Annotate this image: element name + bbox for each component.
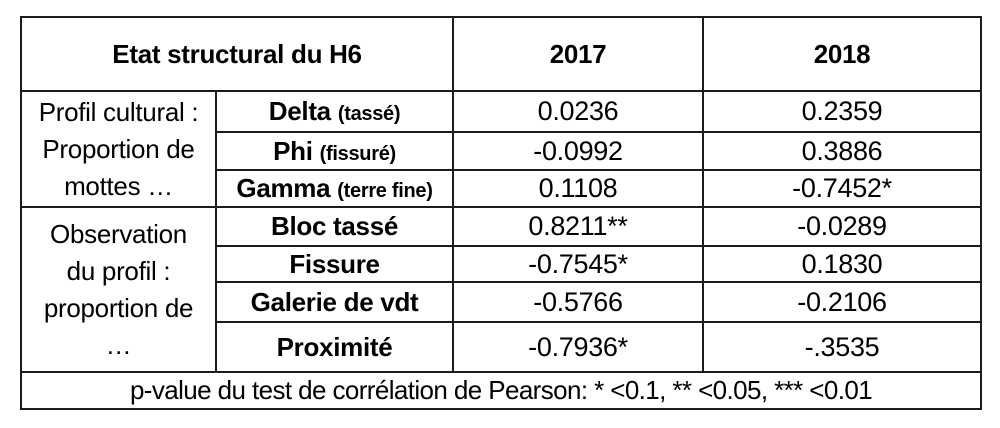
value-2018: -0.0289 bbox=[797, 211, 887, 241]
row-name: Galerie de vdt bbox=[250, 286, 419, 317]
table-title-cell: Etat structural du H6 bbox=[19, 16, 455, 92]
value-cell: 0.0236 bbox=[452, 90, 705, 133]
table-row-bloc-tasse: Observation du profil : proportion de … … bbox=[20, 206, 983, 373]
value-cell: 0.2359 bbox=[702, 90, 983, 133]
correlation-table: Etat structural du H6 2017 2018 Profil c… bbox=[19, 16, 983, 410]
value-cell: 0.8211** bbox=[452, 206, 705, 247]
row-name: Phi bbox=[273, 135, 313, 166]
group-label-line: Profil cultural : bbox=[38, 96, 199, 127]
row-label-cell-proximite: Proximité bbox=[214, 321, 455, 373]
value-2017: -0.7545* bbox=[528, 248, 628, 279]
value-cell: -0.2106 bbox=[702, 281, 983, 323]
row-label-cell-galerie-de-vdt: Galerie de vdt bbox=[214, 281, 455, 323]
value-2018: -.3535 bbox=[804, 331, 880, 362]
value-cell: -0.0289 bbox=[702, 206, 983, 247]
table-row-delta: Profil cultural : Proportion de mottes …… bbox=[20, 90, 983, 208]
value-2017: 0.8211** bbox=[528, 211, 628, 241]
group-label-line: proportion de bbox=[43, 292, 194, 323]
row-label-cell-phi: Phi (fissuré) bbox=[214, 131, 455, 171]
year-label-2017: 2017 bbox=[549, 38, 607, 69]
group-label-line: du profil : bbox=[66, 255, 171, 286]
row-label-cell-delta: Delta (tassé) bbox=[214, 90, 455, 133]
value-2017: -0.0992 bbox=[533, 135, 623, 166]
value-cell: -0.5766 bbox=[452, 281, 705, 323]
table-row-phi: Phi (fissuré) -0.0992 0.3886 bbox=[21, 131, 983, 171]
pvalue-footnote: p-value du test de corrélation de Pearso… bbox=[129, 375, 873, 405]
value-2018: 0.3886 bbox=[801, 135, 883, 166]
group-label-line: … bbox=[105, 329, 132, 360]
group-label-observation-profil: Observation du profil : proportion de … bbox=[20, 206, 217, 373]
footnote-cell: p-value du test de corrélation de Pearso… bbox=[19, 371, 983, 410]
value-2017: -0.7936* bbox=[528, 331, 628, 362]
value-2017: -0.5766 bbox=[533, 286, 623, 317]
value-2018: -0.7452* bbox=[792, 173, 892, 203]
group-label-profil-cultural: Profil cultural : Proportion de mottes … bbox=[20, 90, 217, 208]
value-2018: -0.2106 bbox=[797, 286, 887, 317]
row-name: Gamma bbox=[236, 173, 331, 203]
year-label-2018: 2018 bbox=[813, 38, 871, 69]
group-label-line: Observation bbox=[50, 218, 187, 249]
row-name: Bloc tassé bbox=[270, 211, 399, 241]
value-cell: 0.1830 bbox=[702, 245, 983, 283]
row-name: Delta bbox=[268, 96, 331, 126]
row-qualifier: (tassé) bbox=[337, 103, 401, 125]
table-row-gamma: Gamma (terre fine) 0.1108 -0.7452* bbox=[21, 169, 983, 208]
year-column-header-2018: 2018 bbox=[702, 16, 983, 92]
row-label-cell-gamma: Gamma (terre fine) bbox=[214, 169, 455, 208]
row-name: Fissure bbox=[289, 248, 380, 279]
group-label-line: mottes … bbox=[64, 170, 173, 201]
value-2018: 0.2359 bbox=[801, 96, 883, 126]
row-label-cell-fissure: Fissure bbox=[214, 245, 455, 283]
value-cell: -0.7545* bbox=[452, 245, 705, 283]
row-label-cell-bloc-tasse: Bloc tassé bbox=[214, 206, 455, 247]
value-cell: -0.7936* bbox=[452, 321, 705, 373]
table-footer-row: p-value du test de corrélation de Pearso… bbox=[19, 371, 983, 410]
value-2017: 0.1108 bbox=[538, 173, 618, 203]
value-cell: 0.3886 bbox=[702, 131, 983, 171]
table-row-galerie-de-vdt: Galerie de vdt -0.5766 -0.2106 bbox=[21, 281, 983, 323]
table-row-proximite: Proximité -0.7936* -.3535 bbox=[21, 321, 983, 373]
table-row-fissure: Fissure -0.7545* 0.1830 bbox=[21, 245, 983, 283]
value-cell: -.3535 bbox=[702, 321, 983, 373]
row-qualifier: (fissuré) bbox=[319, 142, 397, 165]
table-header-row: Etat structural du H6 2017 2018 bbox=[19, 16, 983, 92]
table-title: Etat structural du H6 bbox=[112, 38, 362, 69]
year-column-header-2017: 2017 bbox=[452, 16, 705, 92]
value-cell: -0.7452* bbox=[702, 169, 983, 208]
row-qualifier: (terre fine) bbox=[337, 180, 433, 202]
group-label-line: Proportion de bbox=[42, 133, 195, 164]
row-name: Proximité bbox=[276, 331, 393, 362]
value-2017: 0.0236 bbox=[537, 96, 619, 126]
value-2018: 0.1830 bbox=[801, 248, 883, 279]
value-cell: -0.0992 bbox=[452, 131, 705, 171]
value-cell: 0.1108 bbox=[452, 169, 705, 208]
